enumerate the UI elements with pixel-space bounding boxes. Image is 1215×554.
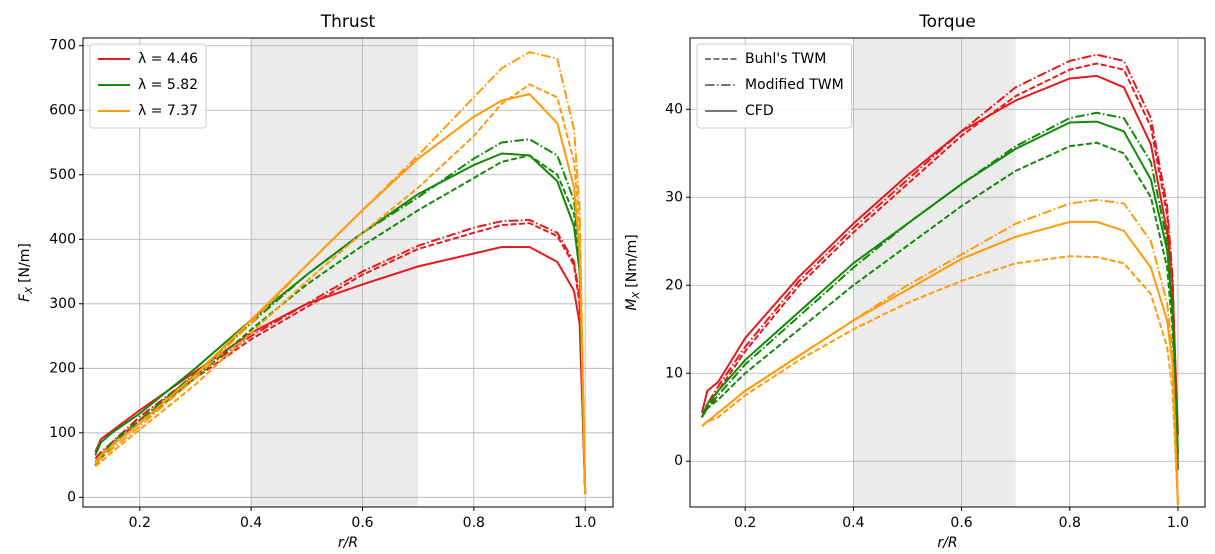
y-tick-label: 40 (665, 101, 683, 117)
data-line (700, 74, 1179, 435)
x-tick-label: 0.8 (1059, 515, 1081, 531)
y-tick-label: 0 (67, 489, 76, 505)
data-line (701, 111, 1179, 462)
data-line (701, 141, 1179, 471)
data-line (94, 93, 587, 491)
legend-label: Modified TWM (745, 77, 844, 93)
y-tick-label: 700 (49, 38, 76, 54)
legend-frame (696, 43, 853, 129)
y-tick-label: 10 (665, 365, 683, 381)
data-line (94, 246, 587, 491)
y-label-unit: [Nm/m] (624, 234, 640, 287)
y-axis-label: MX [Nm/m] (624, 234, 642, 310)
legend: λ = 4.46 λ = 5.82 λ = 7.37 (89, 43, 207, 129)
data-line (701, 220, 1179, 506)
y-label-symbol: F (17, 293, 33, 302)
y-tick-label: 100 (49, 425, 76, 441)
legend-label: Buhl's TWM (745, 51, 826, 67)
data-line (700, 120, 1179, 453)
x-tick-label: 0.8 (463, 515, 485, 531)
data-line (94, 51, 587, 493)
x-axis-label: r/R (338, 535, 358, 551)
y-tick-label: 0 (674, 453, 683, 469)
legend-label: CFD (745, 103, 774, 119)
y-label-subscript: X (631, 291, 642, 300)
x-tick-label: 0.6 (351, 515, 373, 531)
data-line (94, 83, 587, 495)
y-tick-label: 500 (49, 167, 76, 183)
x-tick-label: 1.0 (1167, 515, 1189, 531)
axes-frame (82, 37, 614, 508)
data-line (701, 255, 1179, 506)
data-line (94, 138, 587, 493)
chart-title: Torque (918, 12, 976, 32)
x-tick-label: 1.0 (574, 515, 596, 531)
x-tick-label: 0.2 (129, 515, 151, 531)
legend-label: λ = 7.37 (138, 103, 198, 119)
shaded-span (251, 38, 419, 507)
y-label-unit: [N/m] (17, 243, 33, 283)
y-tick-label: 200 (49, 360, 76, 376)
x-tick-label: 0.4 (240, 515, 262, 531)
data-line (94, 222, 587, 495)
legend: Buhl's TWM Modified TWM CFD (696, 43, 853, 129)
x-tick-label: 0.2 (734, 515, 756, 531)
y-tick-label: 20 (665, 277, 683, 293)
data-line (700, 53, 1179, 462)
chart-title: Thrust (320, 12, 376, 32)
y-tick-label: 600 (49, 102, 76, 118)
y-label-subscript: X (24, 286, 35, 295)
data-line (94, 152, 587, 493)
legend-label: λ = 4.46 (138, 51, 198, 67)
y-tick-label: 300 (49, 296, 76, 312)
y-axis-label: FX [N/m] (17, 243, 35, 302)
subplot: 0.2 0.4 0.6 0.8 1.0 0 100 200 300 400 500 600 700 Thr… (17, 12, 614, 551)
axes-frame (689, 37, 1206, 508)
x-axis-label: r/R (937, 535, 957, 551)
data-line (94, 218, 587, 493)
legend-label: λ = 5.82 (138, 77, 198, 93)
y-label-symbol: M (624, 299, 640, 311)
x-tick-label: 0.6 (950, 515, 972, 531)
y-tick-label: 30 (665, 189, 683, 205)
y-tick-label: 400 (49, 231, 76, 247)
subplot: 0.2 0.4 0.6 0.8 1.0 0 10 20 30 40 Torque r/R MX [Nm/m… (624, 12, 1206, 551)
legend-frame (89, 43, 207, 129)
x-tick-label: 0.4 (842, 515, 864, 531)
